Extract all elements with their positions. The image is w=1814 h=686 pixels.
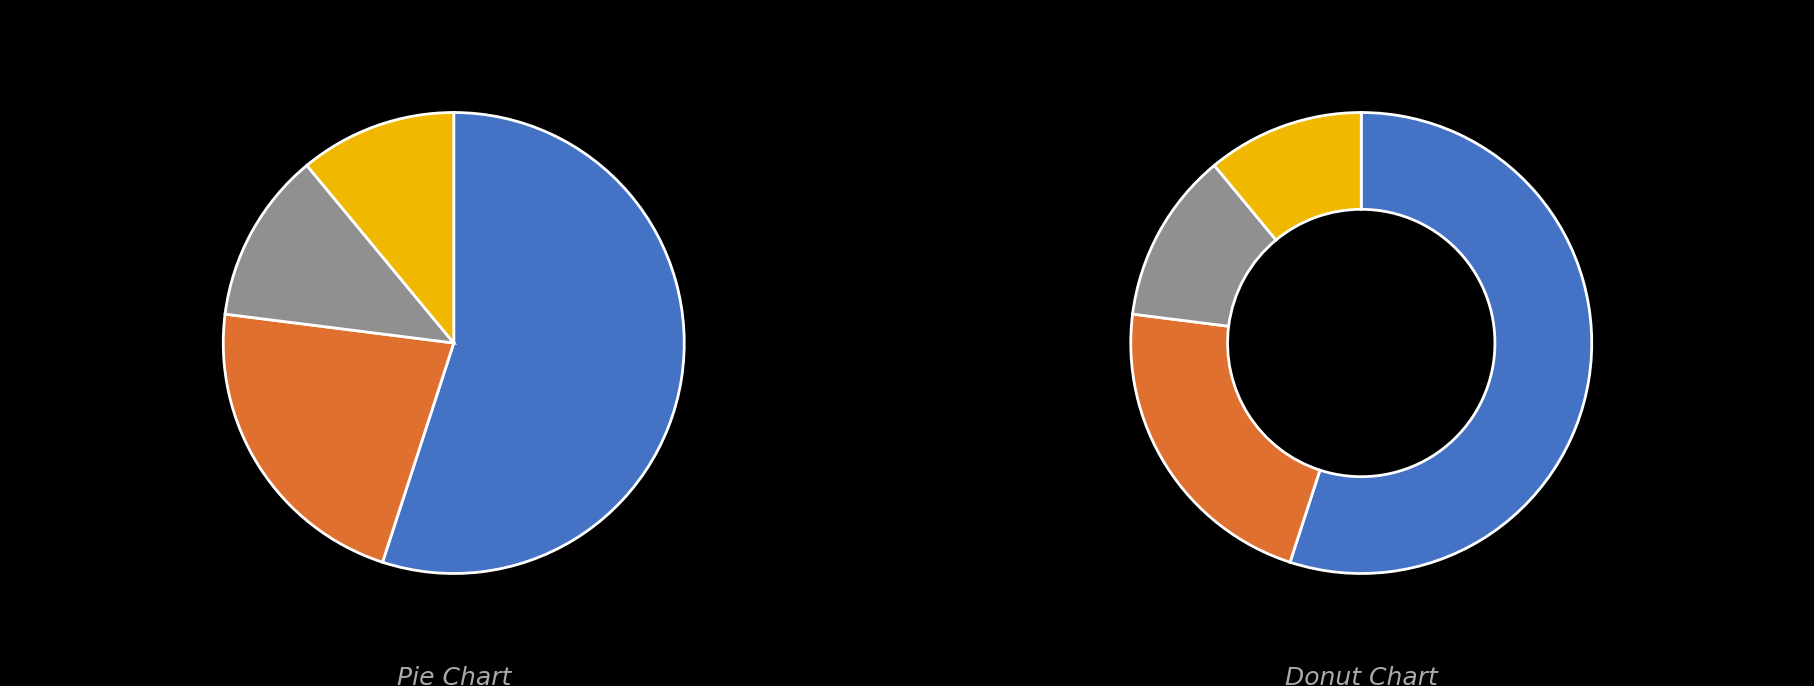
Wedge shape <box>1130 314 1319 563</box>
Wedge shape <box>1132 165 1275 327</box>
Wedge shape <box>225 165 454 343</box>
Wedge shape <box>383 113 684 573</box>
Text: Donut Chart: Donut Chart <box>1284 665 1437 686</box>
Wedge shape <box>1214 113 1360 240</box>
Wedge shape <box>307 113 454 343</box>
Text: Pie Chart: Pie Chart <box>397 665 510 686</box>
Wedge shape <box>1290 113 1591 573</box>
Wedge shape <box>223 314 454 563</box>
